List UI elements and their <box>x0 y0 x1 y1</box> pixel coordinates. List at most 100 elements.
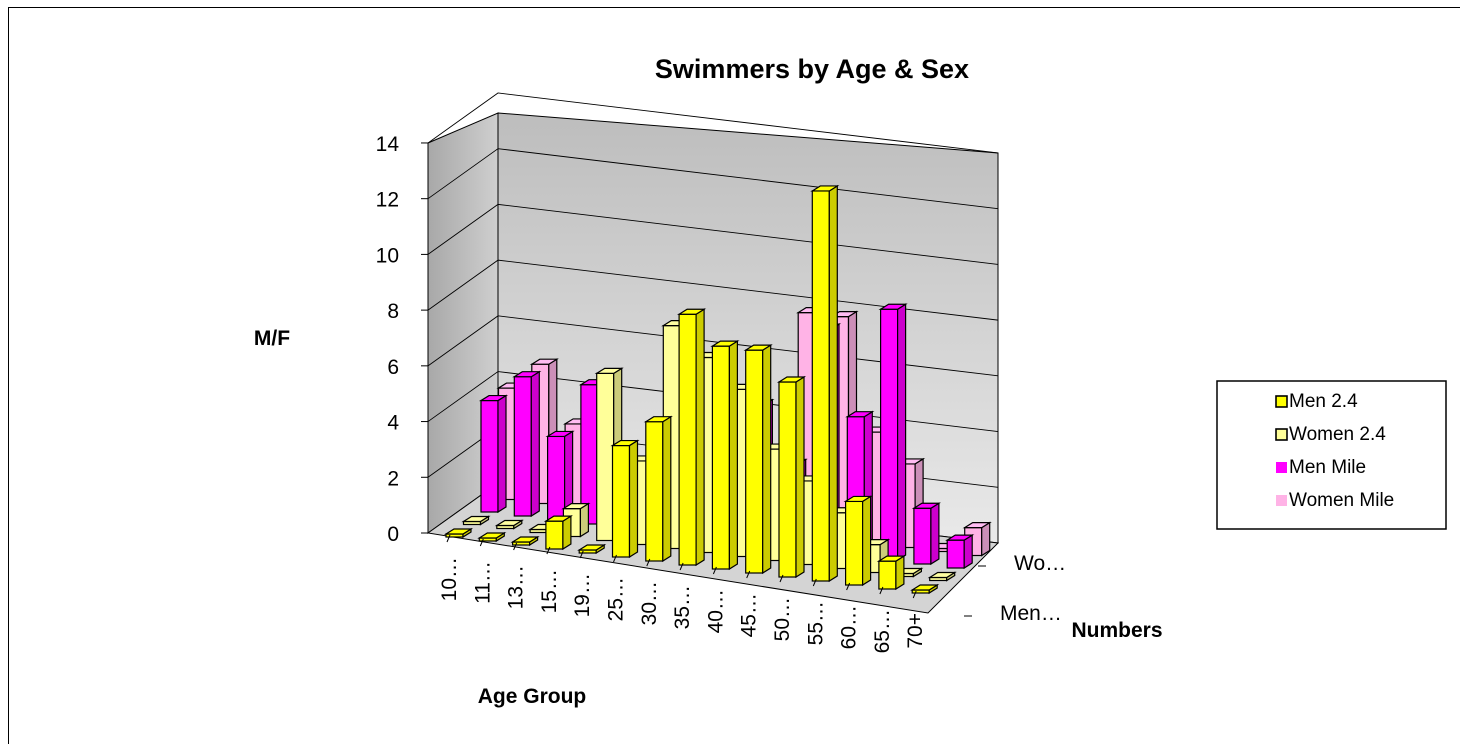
bar-front <box>745 349 764 574</box>
bar <box>878 303 908 562</box>
bar <box>443 527 474 539</box>
x-tick-label: 65… <box>871 609 894 653</box>
bar <box>510 535 540 547</box>
x-tick-label: 10… <box>438 557 461 601</box>
y-tick-label: 0 <box>387 523 399 546</box>
bar-top <box>843 495 873 503</box>
bar <box>512 370 542 518</box>
y-tick-label: 6 <box>387 356 399 379</box>
bar-front <box>611 444 631 558</box>
bar <box>643 415 673 563</box>
bar-front <box>878 560 897 590</box>
bar <box>543 515 573 551</box>
bar-front <box>811 190 830 582</box>
bar-side <box>728 340 739 571</box>
bar-front <box>596 372 615 542</box>
legend-label: Men Mile <box>1289 457 1366 478</box>
bar-top <box>512 371 542 378</box>
bar-top <box>962 522 992 529</box>
x-tick-label: 70+ <box>904 613 927 649</box>
legend-item: Men Mile <box>1276 457 1366 478</box>
bar <box>843 495 873 587</box>
bars <box>443 184 992 595</box>
bar <box>461 515 491 526</box>
legend-item: Women Mile <box>1276 490 1394 511</box>
x-tick-label: 13… <box>505 565 528 609</box>
y-tick-label: 8 <box>387 300 399 323</box>
bar <box>810 184 840 583</box>
bar-side <box>896 303 907 562</box>
legend-item: Women 2.4 <box>1275 424 1386 445</box>
legend-swatch <box>1275 428 1288 441</box>
gridline <box>427 92 999 154</box>
bar-side <box>762 344 772 575</box>
legend-swatch <box>1276 495 1287 506</box>
x-tick-label: 15… <box>538 569 561 613</box>
z-axis-label: Numbers <box>1071 619 1162 642</box>
bar-front <box>913 507 932 565</box>
bar <box>927 571 957 582</box>
x-tick-mark <box>779 574 784 583</box>
x-tick-mark <box>679 562 684 571</box>
bar <box>577 543 607 555</box>
bar-top <box>677 308 707 315</box>
legend-label: Women Mile <box>1289 490 1394 511</box>
x-tick-mark <box>812 578 817 587</box>
y-ticks: 0 2 4 6 8 10 12 14 <box>376 133 428 546</box>
x-tick-mark <box>746 570 751 579</box>
bar-front <box>480 399 499 513</box>
x-tick-label: 11… <box>471 561 494 604</box>
depth-tick-label: Men… <box>1000 602 1062 625</box>
bar-top <box>743 344 773 351</box>
bar-front <box>546 435 566 521</box>
bar-top <box>845 411 875 418</box>
legend-item: Men 2.4 <box>1275 391 1358 412</box>
bar-top <box>643 416 673 423</box>
y-tick-label: 10 <box>376 244 399 267</box>
x-tick-mark <box>546 546 551 555</box>
bar-side <box>497 394 507 514</box>
x-tick-mark <box>846 582 851 591</box>
bar <box>776 375 807 579</box>
bar-top <box>910 584 940 591</box>
bar-top <box>810 185 840 192</box>
bar-top <box>945 534 975 541</box>
x-ticks: 10… 11… 13… 15… 19… 25… 30… 35… 40… 45… 50… 55… 60… 6… <box>438 534 927 653</box>
bar-side <box>795 375 805 579</box>
x-tick-label: 45… <box>738 593 761 637</box>
legend-label: Men 2.4 <box>1289 391 1358 412</box>
x-tick-mark <box>579 550 584 559</box>
x-tick-label: 19… <box>571 573 594 617</box>
x-tick-mark <box>879 586 884 595</box>
bar-top <box>543 515 573 522</box>
bar <box>677 308 707 567</box>
x-tick-mark <box>446 534 451 543</box>
bar-front <box>946 539 965 569</box>
bar-top <box>878 303 908 310</box>
bar-front <box>879 308 899 561</box>
bar-top <box>561 503 591 510</box>
x-tick-label: 60… <box>838 605 861 649</box>
bar-top <box>461 515 491 523</box>
bar-top <box>529 358 559 365</box>
bar-front <box>678 313 697 566</box>
bar-top <box>494 519 524 527</box>
bar <box>545 430 575 522</box>
bar-top <box>577 544 607 551</box>
bar-side <box>828 184 838 583</box>
bar-top <box>443 528 474 535</box>
bar-top <box>610 439 640 447</box>
bar <box>910 583 940 595</box>
x-tick-label: 50… <box>771 597 794 641</box>
x-tick-label: 30… <box>638 581 661 625</box>
y-tick-label: 14 <box>376 133 400 156</box>
x-tick-label: 25… <box>605 577 628 621</box>
bar <box>876 555 906 591</box>
x-tick-mark <box>613 554 617 563</box>
bar <box>478 394 509 514</box>
bar-top <box>776 376 807 383</box>
bar-side <box>530 370 540 518</box>
bar-front <box>513 376 532 517</box>
bar-front <box>545 520 564 550</box>
